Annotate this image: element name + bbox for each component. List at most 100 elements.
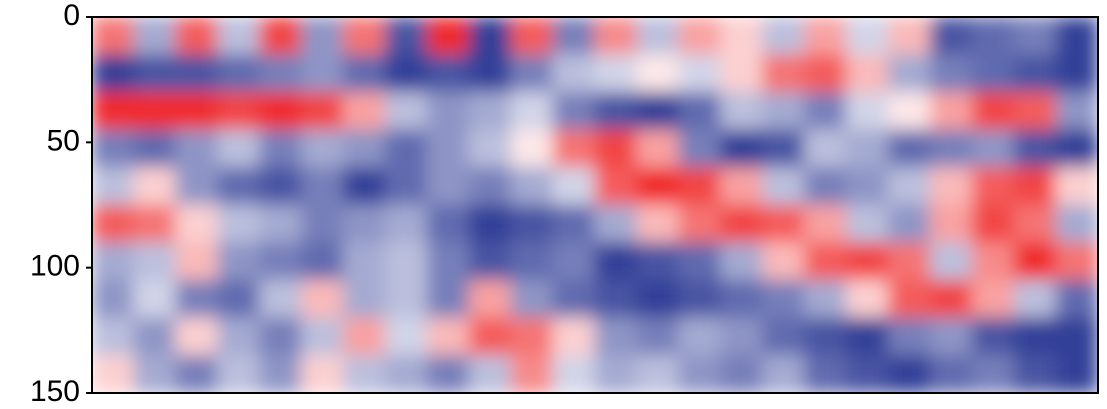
y-tick-label: 150 bbox=[30, 375, 80, 408]
heatmap-cell bbox=[427, 129, 470, 168]
heatmap-cell bbox=[636, 280, 679, 319]
heatmap-cell bbox=[678, 242, 721, 281]
heatmap-cell bbox=[217, 129, 260, 168]
heatmap-cell bbox=[846, 317, 889, 356]
heatmap-cell bbox=[846, 355, 889, 394]
heatmap-cell bbox=[720, 355, 763, 394]
heatmap-cell bbox=[175, 317, 218, 356]
heatmap-cell bbox=[888, 205, 931, 244]
heatmap-cell bbox=[930, 280, 973, 319]
heatmap-cell bbox=[175, 242, 218, 281]
heatmap-cell bbox=[720, 54, 763, 93]
heatmap-cell bbox=[1056, 17, 1099, 56]
heatmap-cell bbox=[469, 242, 512, 281]
heatmap-cell bbox=[133, 242, 176, 281]
heatmap-cell bbox=[92, 17, 135, 56]
heatmap-cell bbox=[217, 317, 260, 356]
heatmap-cell bbox=[595, 54, 638, 93]
heatmap-cell bbox=[217, 242, 260, 281]
heatmap-cell bbox=[343, 242, 386, 281]
heatmap-cell bbox=[930, 54, 973, 93]
heatmap-cell bbox=[888, 129, 931, 168]
heatmap-cell bbox=[595, 17, 638, 56]
heatmap-cell bbox=[972, 92, 1015, 131]
heatmap-cell bbox=[511, 92, 554, 131]
heatmap-cell bbox=[385, 54, 428, 93]
heatmap-cell bbox=[301, 167, 344, 206]
heatmap-cell bbox=[1014, 280, 1057, 319]
heatmap-cell bbox=[720, 317, 763, 356]
heatmap-cell bbox=[1014, 167, 1057, 206]
heatmap-cell bbox=[133, 54, 176, 93]
heatmap-cell bbox=[595, 280, 638, 319]
heatmap-cell bbox=[259, 17, 302, 56]
heatmap-cell bbox=[469, 92, 512, 131]
heatmap-cell bbox=[846, 205, 889, 244]
heatmap-cell bbox=[888, 17, 931, 56]
heatmap-cell bbox=[259, 205, 302, 244]
y-tick-label: 100 bbox=[30, 250, 80, 283]
heatmap-cell bbox=[385, 92, 428, 131]
heatmap-cell bbox=[804, 205, 847, 244]
heatmap-cell bbox=[259, 129, 302, 168]
heatmap-cell bbox=[804, 54, 847, 93]
heatmap-cell bbox=[678, 280, 721, 319]
heatmap-cell bbox=[427, 355, 470, 394]
heatmap-cell bbox=[595, 92, 638, 131]
heatmap-cell bbox=[636, 205, 679, 244]
heatmap-cell bbox=[1014, 242, 1057, 281]
heatmap-cell bbox=[804, 317, 847, 356]
heatmap-cell bbox=[92, 355, 135, 394]
heatmap-cell bbox=[385, 129, 428, 168]
heatmap-cell bbox=[217, 92, 260, 131]
heatmap-cell bbox=[553, 17, 596, 56]
heatmap-cell bbox=[804, 355, 847, 394]
heatmap-cell bbox=[133, 355, 176, 394]
heatmap-cell bbox=[469, 317, 512, 356]
heatmap-cell bbox=[930, 317, 973, 356]
heatmap-cell bbox=[259, 280, 302, 319]
heatmap-cell bbox=[636, 129, 679, 168]
heatmap-cell bbox=[720, 17, 763, 56]
heatmap-cell bbox=[804, 280, 847, 319]
heatmap-cell bbox=[553, 167, 596, 206]
heatmap-cell bbox=[301, 205, 344, 244]
heatmap-cell bbox=[972, 280, 1015, 319]
heatmap-cell bbox=[972, 242, 1015, 281]
heatmap-cell bbox=[175, 167, 218, 206]
heatmap-cell bbox=[888, 167, 931, 206]
heatmap-cell bbox=[343, 167, 386, 206]
heatmap-area bbox=[92, 17, 1099, 394]
heatmap-cell bbox=[259, 54, 302, 93]
heatmap-cell bbox=[972, 54, 1015, 93]
heatmap-cell bbox=[636, 355, 679, 394]
heatmap-cell bbox=[636, 317, 679, 356]
heatmap-cell bbox=[972, 355, 1015, 394]
heatmap-cell bbox=[1056, 242, 1099, 281]
heatmap-cell bbox=[720, 92, 763, 131]
heatmap-cell bbox=[888, 317, 931, 356]
heatmap-cell bbox=[888, 54, 931, 93]
heatmap-cell bbox=[511, 129, 554, 168]
heatmap-cell bbox=[511, 317, 554, 356]
heatmap-cell bbox=[92, 205, 135, 244]
heatmap-cell bbox=[804, 242, 847, 281]
heatmap-cell bbox=[259, 92, 302, 131]
y-tick-label: 50 bbox=[47, 124, 80, 157]
heatmap-cell bbox=[762, 242, 805, 281]
heatmap-cell bbox=[1056, 205, 1099, 244]
heatmap-cell bbox=[1014, 92, 1057, 131]
heatmap-cell bbox=[720, 280, 763, 319]
heatmap-cell bbox=[301, 280, 344, 319]
heatmap-cell bbox=[846, 129, 889, 168]
heatmap-cell bbox=[1056, 355, 1099, 394]
heatmap-cell bbox=[217, 17, 260, 56]
heatmap-cell bbox=[762, 280, 805, 319]
heatmap-cell bbox=[92, 92, 135, 131]
heatmap-cell bbox=[678, 167, 721, 206]
heatmap-cell bbox=[595, 355, 638, 394]
heatmap-cell bbox=[720, 242, 763, 281]
heatmap-cell bbox=[427, 317, 470, 356]
heatmap-cell bbox=[762, 167, 805, 206]
heatmap-cell bbox=[762, 205, 805, 244]
